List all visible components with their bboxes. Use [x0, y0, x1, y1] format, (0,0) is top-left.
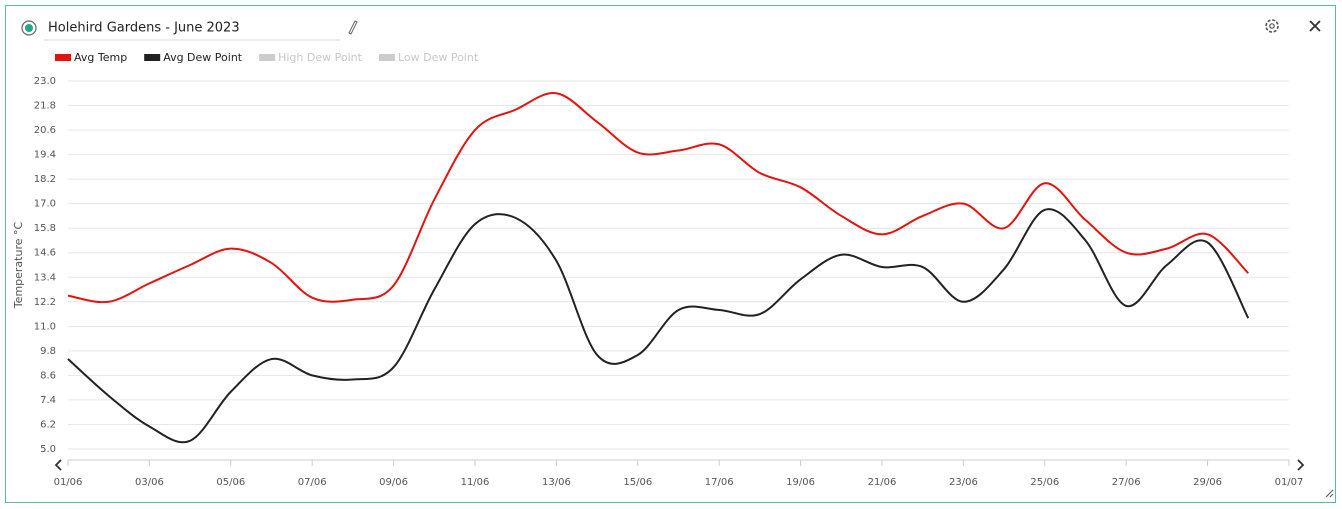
series-line [67, 92, 1250, 304]
x-tick-label: 17/06 [705, 477, 734, 488]
x-tick-label: 23/06 [949, 477, 978, 488]
y-tick-label: 20.6 [34, 125, 56, 136]
legend-swatch[interactable] [259, 54, 276, 61]
x-tick-label: 25/06 [1030, 477, 1059, 488]
y-tick-label: 15.8 [34, 223, 56, 234]
status-ring[interactable] [21, 20, 37, 36]
legend-label: High Dew Point [278, 51, 363, 64]
y-tick-label: 18.2 [34, 174, 56, 185]
x-tick-label: 01/07 [1275, 477, 1304, 488]
y-tick-label: 21.8 [34, 101, 56, 112]
x-tick-label: 07/06 [298, 477, 327, 488]
y-tick-label: 9.8 [40, 346, 56, 357]
x-tick-label: 11/06 [461, 477, 490, 488]
legend-swatch[interactable] [144, 54, 161, 61]
y-tick-label: 6.2 [40, 419, 56, 430]
x-tick-label: 15/06 [623, 477, 652, 488]
legend-label: Avg Dew Point [163, 51, 243, 64]
y-tick-label: 14.6 [34, 248, 56, 259]
y-tick-label: 7.4 [40, 395, 56, 406]
y-tick-label: 11.0 [34, 321, 56, 332]
scroll-left[interactable] [54, 459, 62, 471]
scroll-right[interactable] [1297, 459, 1305, 471]
y-tick-label: 17.0 [34, 199, 56, 210]
y-tick-label: 5.0 [40, 444, 56, 455]
x-tick-label: 29/06 [1193, 477, 1222, 488]
chart-title: Holehird Gardens - June 2023 [48, 21, 240, 36]
status-dot [25, 24, 33, 32]
y-tick-label: 23.0 [34, 76, 56, 87]
legend-label: Low Dew Point [398, 51, 479, 64]
settings-icon[interactable] [1265, 19, 1279, 33]
y-tick-label: 12.2 [34, 297, 56, 308]
resize-handle[interactable] [1325, 489, 1334, 498]
widget-frame [5, 5, 1336, 503]
close-icon[interactable] [1309, 20, 1321, 32]
x-tick-label: 09/06 [379, 477, 408, 488]
legend-swatch[interactable] [378, 54, 395, 61]
x-tick-label: 19/06 [786, 477, 815, 488]
edit-icon[interactable] [348, 20, 358, 35]
y-tick-label: 8.6 [40, 370, 56, 381]
x-tick-label: 05/06 [216, 477, 245, 488]
x-tick-label: 01/06 [54, 477, 83, 488]
series-line [67, 208, 1250, 444]
y-axis-label: Temperature °C [12, 222, 25, 310]
legend-label: Avg Temp [74, 51, 127, 64]
y-tick-label: 13.4 [34, 272, 56, 283]
x-tick-label: 27/06 [1112, 477, 1141, 488]
legend-swatch[interactable] [55, 54, 71, 61]
x-tick-label: 13/06 [542, 477, 571, 488]
x-tick-label: 03/06 [135, 477, 164, 488]
y-tick-label: 19.4 [34, 150, 56, 161]
x-tick-label: 21/06 [868, 477, 897, 488]
